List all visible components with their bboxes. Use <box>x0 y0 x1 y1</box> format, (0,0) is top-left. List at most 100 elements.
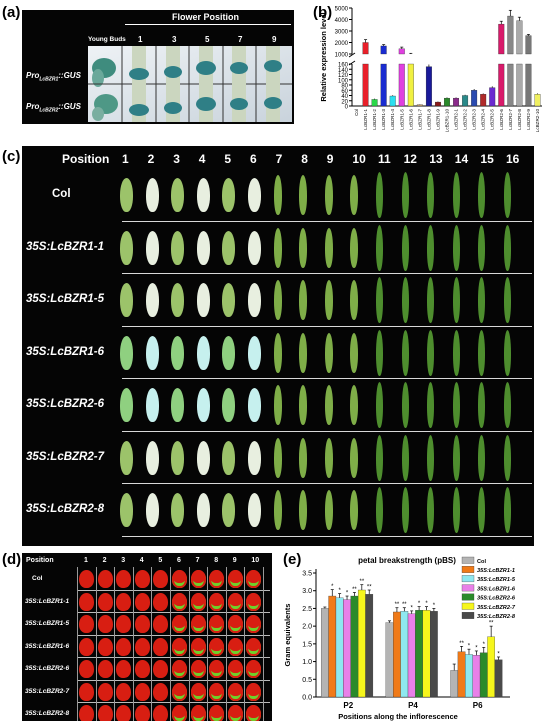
fluorescent-receptacle <box>97 705 113 721</box>
flower-specimen <box>504 487 511 534</box>
x-tick-label-lcbzr1-2: LcBZR1-2 <box>372 109 377 130</box>
bar-35s-lcbzr1-5-p6 <box>465 654 473 698</box>
flower-specimen <box>222 440 236 475</box>
row-divider <box>122 273 532 274</box>
fluorescent-receptacle <box>246 637 262 656</box>
flower-specimen <box>222 388 236 423</box>
fluorescent-receptacle <box>246 592 262 611</box>
y-tick-label: 2.5 <box>302 606 312 613</box>
flower-specimen <box>120 388 133 423</box>
flower-specimen <box>427 382 435 429</box>
flower-specimen <box>145 440 159 475</box>
fluorescence-panel: Position 1 2 3 4 5 6 7 8 9 10 Col 35S:LcBZR1-1 35S:… <box>22 553 272 721</box>
flower-specimen <box>401 487 409 534</box>
fluorescent-receptacle <box>134 660 150 678</box>
significance-mark: * <box>468 644 471 650</box>
fluorescent-receptacle <box>209 570 225 588</box>
x-axis-title: Positions along the inflorescence <box>338 712 458 721</box>
y-tick-label: 0.0 <box>302 695 312 702</box>
bar-35s-lcbzr2-7-p6 <box>487 636 495 698</box>
position-number-c-4: 4 <box>198 152 206 166</box>
y-axis-title: Relative expression level <box>319 12 328 101</box>
x-tick-label-lcbzr1-9: LcBZR1-9 <box>435 109 440 130</box>
significance-mark: ** <box>459 641 464 647</box>
fluorescent-receptacle <box>172 570 187 588</box>
fluorescent-receptacle <box>209 705 225 721</box>
fluorescent-receptacle <box>190 705 206 721</box>
flower-specimen <box>376 487 383 534</box>
fluorescent-receptacle <box>227 637 243 656</box>
position-number-c-13: 13 <box>429 152 443 166</box>
flower-specimen <box>376 329 383 376</box>
fluorescent-receptacle <box>116 592 132 611</box>
fluorescent-receptacle <box>134 570 150 588</box>
line-label-c-35s-lcbzr1-1: 35S:LcBZR1-1 <box>26 240 104 253</box>
fluorescent-receptacle <box>79 660 94 678</box>
x-tick-label-lcbzr1-3: LcBZR1-3 <box>381 109 386 130</box>
flower-specimen <box>273 332 282 373</box>
y-tick-label-lower: 20 <box>341 99 348 105</box>
gus-stained-tissue-image <box>88 46 292 122</box>
axis-break-mark <box>348 52 356 58</box>
significance-mark: ** <box>402 602 407 608</box>
fluorescent-receptacle <box>79 682 94 701</box>
x-tick-label-lcbzr2-1: LcBZR2-1 <box>454 109 459 130</box>
fluorescent-receptacle <box>172 637 187 656</box>
x-tick-label-lcbzr1-10: LcBZR1-10 <box>445 109 450 133</box>
fluorescent-receptacle <box>79 705 94 721</box>
flower-specimen <box>273 175 282 216</box>
column-divider <box>225 567 227 721</box>
bar-lcbzr1-5-lower <box>398 63 405 107</box>
bar-lcbzr1-4 <box>389 95 396 107</box>
flower-specimen <box>248 440 261 475</box>
flower-specimen <box>196 230 210 265</box>
line-label-d-col: Col <box>32 575 43 582</box>
significance-mark: * <box>418 601 421 607</box>
fluorescent-receptacle <box>227 705 243 721</box>
flower-specimen <box>324 490 333 531</box>
x-tick-label-lcbzr2-6: LcBZR2-6 <box>499 109 504 130</box>
flower-specimen <box>196 388 210 423</box>
construct-gus-1: ::GUS <box>58 71 81 80</box>
position-number-d-9: 9 <box>232 557 237 564</box>
position-number-c-9: 9 <box>326 152 334 166</box>
position-number-c-14: 14 <box>454 152 469 166</box>
panel-label-e: (e) <box>283 551 302 568</box>
bar-lcbzr2-2 <box>462 95 469 107</box>
flower-specimen <box>171 388 185 423</box>
y-tick-label: 3.0 <box>302 588 312 595</box>
flower-specimen <box>401 277 409 324</box>
bar-lcbzr1-9 <box>434 101 441 107</box>
column-divider <box>77 567 78 721</box>
position-number-d-1: 1 <box>84 557 88 564</box>
significance-mark: * <box>331 584 334 590</box>
flower-specimen <box>273 227 282 268</box>
position-number-c-7: 7 <box>275 152 283 166</box>
bar-35s-lcbzr2-6-p6 <box>479 652 488 698</box>
flower-specimen <box>350 490 359 531</box>
position-number-d-5: 5 <box>158 557 163 564</box>
row-divider <box>78 657 270 658</box>
position-label-a-1: 1 <box>138 35 143 44</box>
column-divider <box>244 567 246 721</box>
fluorescent-receptacle <box>134 615 150 633</box>
x-tick-label-lcbzr1-5: LcBZR1-5 <box>399 109 404 130</box>
flower-specimen <box>171 440 185 475</box>
y-tick-label-lower: 60 <box>341 89 348 95</box>
flower-specimen <box>222 283 236 318</box>
fluorescent-receptacle <box>209 592 225 611</box>
x-tick-label-lcbzr2-8: LcBZR2-8 <box>517 109 522 130</box>
position-number-c-16: 16 <box>506 152 520 166</box>
flower-specimen <box>452 329 460 376</box>
position-number-c-10: 10 <box>352 152 366 166</box>
bar-col-p4 <box>385 622 394 698</box>
bar-lcbzr1-1-lower <box>362 63 369 107</box>
flower-specimen <box>452 172 460 219</box>
fluorescent-receptacle <box>246 705 262 721</box>
position-header-c: Position <box>62 152 110 166</box>
fluorescent-receptacle <box>79 570 94 588</box>
fluorescent-receptacle <box>172 682 187 701</box>
significance-mark: * <box>433 603 436 609</box>
position-label-a-9: 9 <box>272 35 277 44</box>
flower-specimen <box>376 172 383 219</box>
